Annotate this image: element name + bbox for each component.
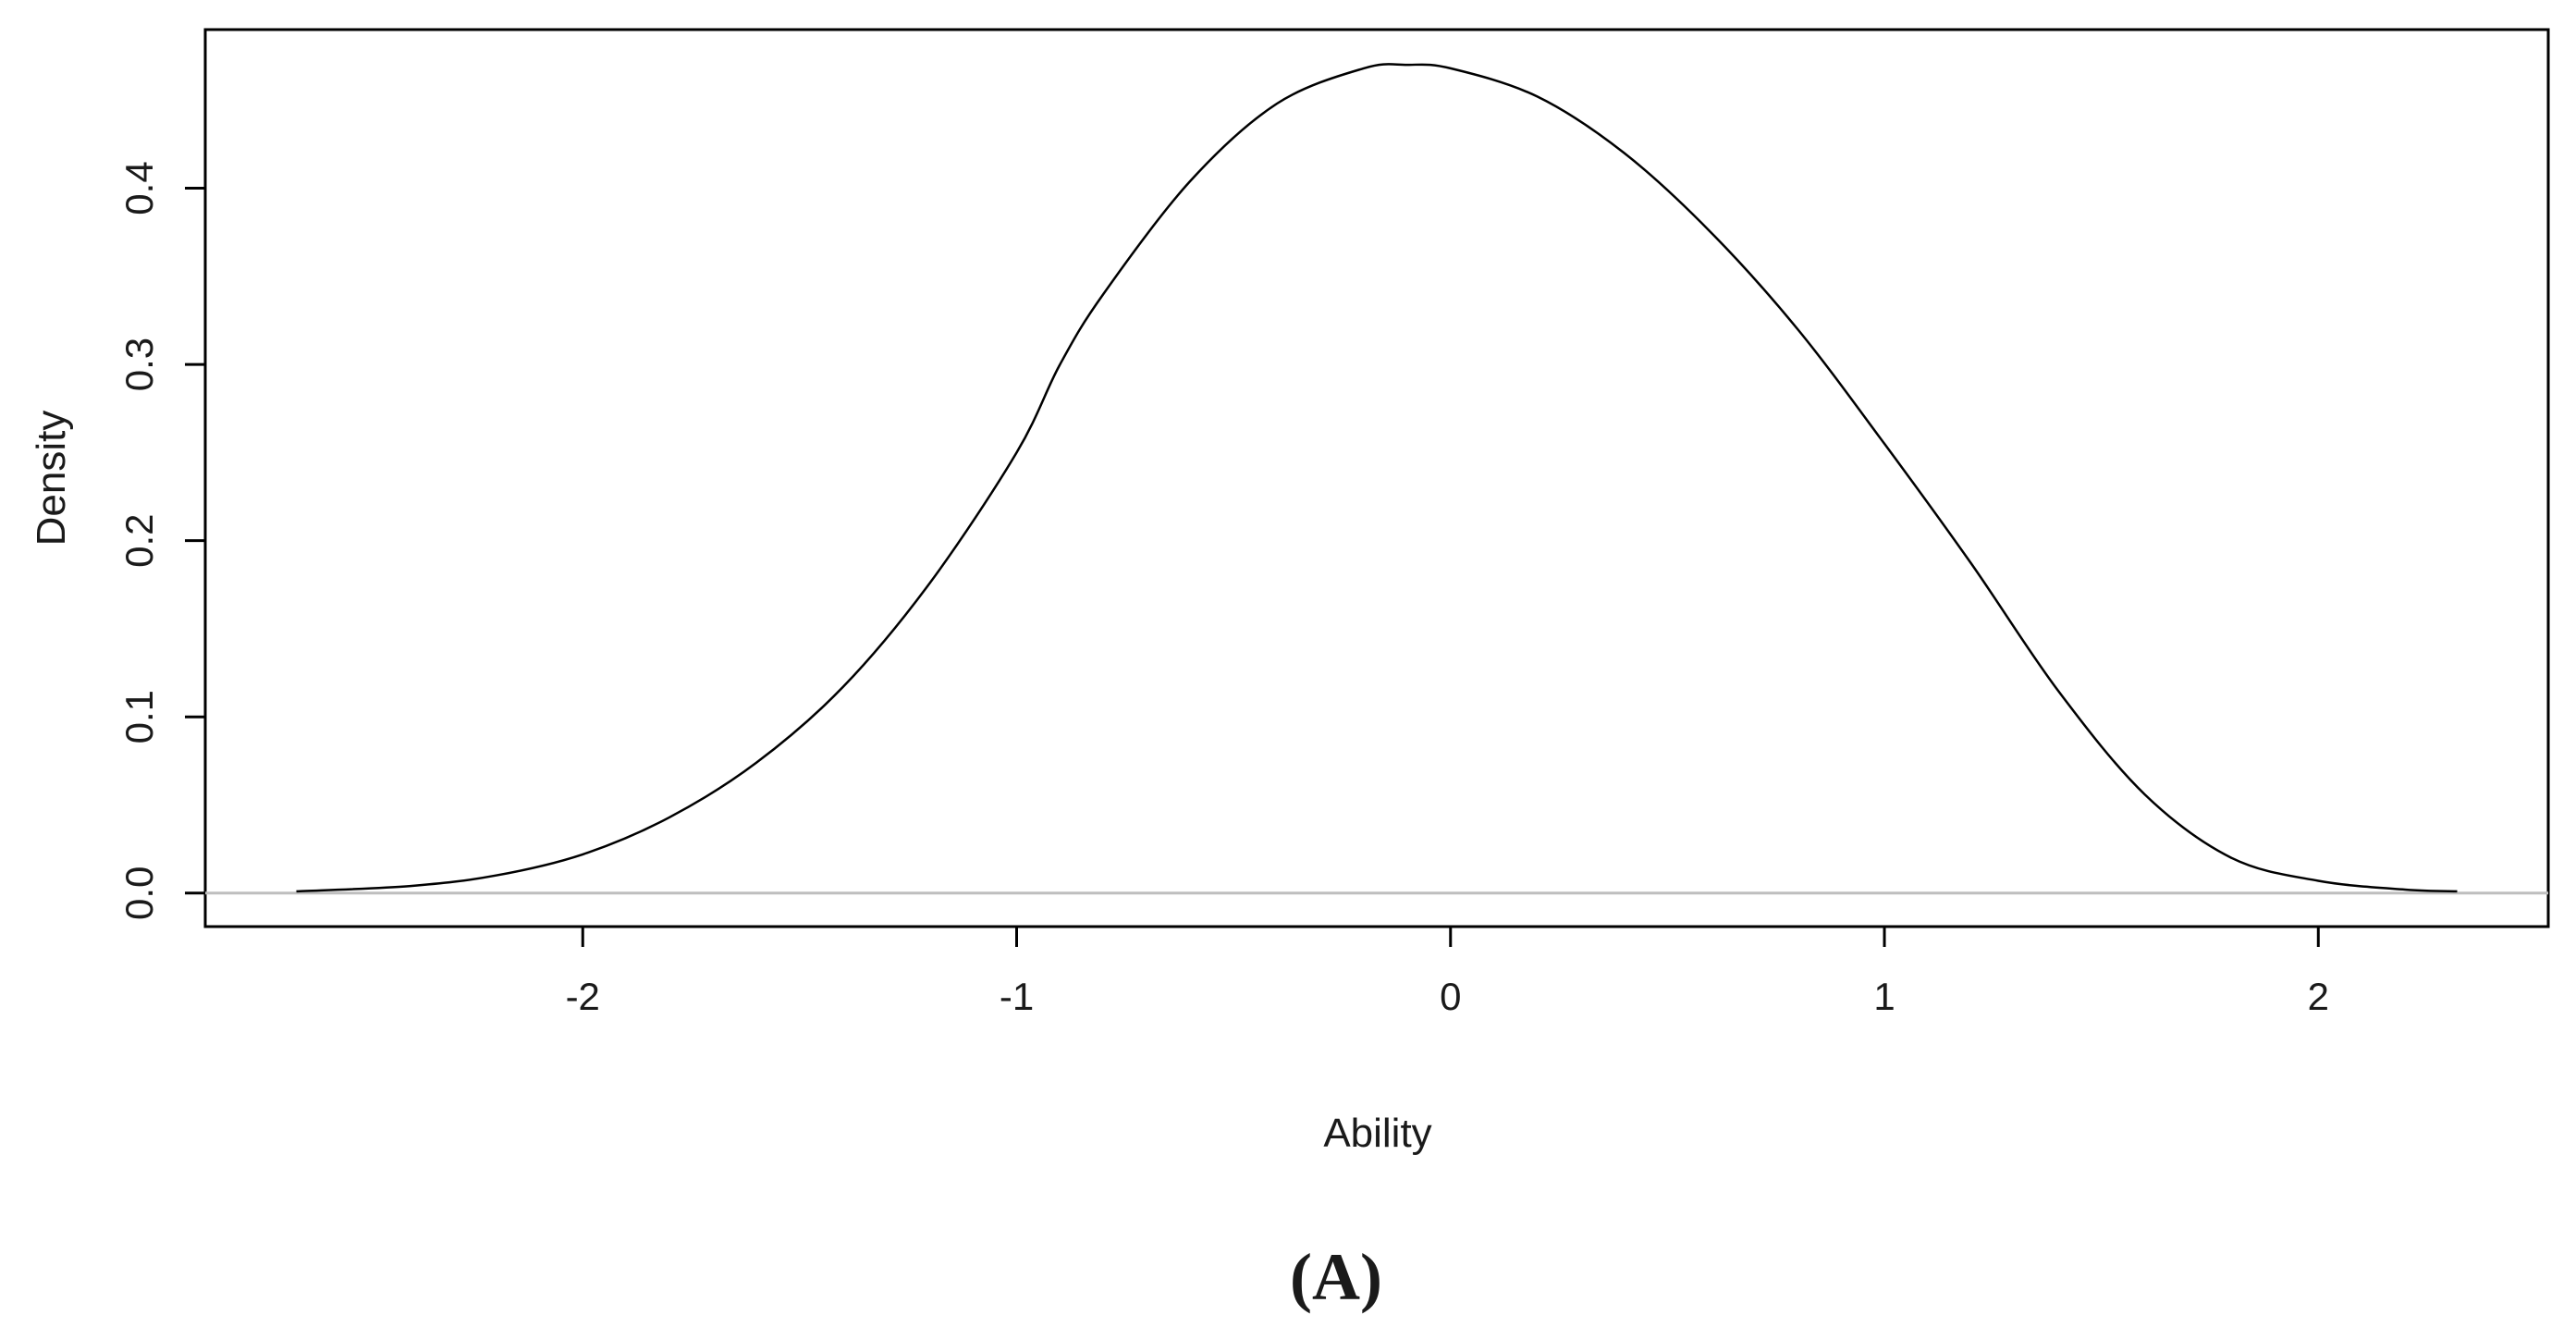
y-tick-label-2: 0.2 xyxy=(117,514,161,568)
y-axis-title: Density xyxy=(29,411,74,547)
x-tick-label-1: -1 xyxy=(1000,975,1034,1018)
y-tick-label-1: 0.1 xyxy=(117,690,161,743)
x-tick-label-2: 0 xyxy=(1440,975,1461,1018)
density-curve-0 xyxy=(296,63,2458,893)
x-tick-label-0: -2 xyxy=(566,975,600,1018)
x-axis: -2 -1 0 1 2 xyxy=(566,927,2329,1018)
y-tick-label-4: 0.4 xyxy=(117,161,161,215)
panel-label: (A) xyxy=(1290,1240,1382,1314)
y-tick-label-0: 0.0 xyxy=(117,866,161,920)
series-layer xyxy=(296,63,2458,893)
x-axis-title: Ability xyxy=(1323,1111,1431,1156)
x-tick-label-4: 2 xyxy=(2308,975,2329,1018)
plot-frame xyxy=(203,28,2550,928)
y-axis: 0.0 0.1 0.2 0.3 0.4 xyxy=(117,161,205,920)
x-tick-label-3: 1 xyxy=(1873,975,1895,1018)
y-tick-label-3: 0.3 xyxy=(117,338,161,391)
